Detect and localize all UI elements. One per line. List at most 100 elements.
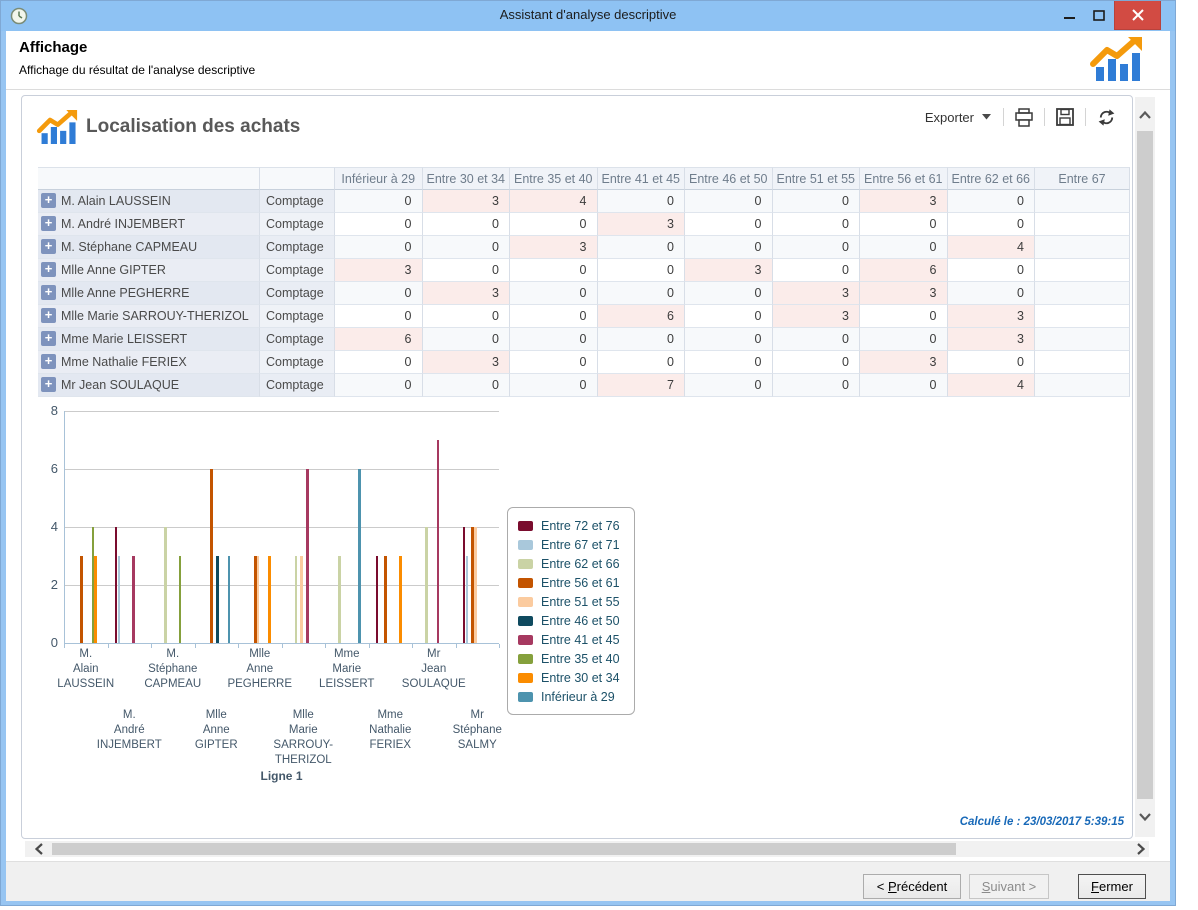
chart-bar [164, 527, 167, 643]
legend-swatch [518, 634, 533, 645]
horizontal-scrollbar[interactable] [25, 841, 1149, 857]
table-row[interactable]: + M. Alain LAUSSEIN Comptage 0 3 4 0 0 0 3 0 [38, 190, 1130, 213]
x-axis-label: M. Stéphane CAPMEAU [144, 648, 202, 690]
print-button[interactable] [1012, 106, 1036, 128]
table-cut-cell [1035, 374, 1130, 397]
previous-button[interactable]: < Précédent [863, 874, 961, 899]
app-icon [10, 7, 28, 25]
y-axis-line [64, 411, 65, 643]
expand-row-button[interactable]: + [41, 238, 56, 254]
table-cut-cell [1035, 236, 1130, 259]
legend-label: Entre 35 et 40 [541, 651, 620, 666]
table-row[interactable]: + Mlle Anne GIPTER Comptage 3 0 0 0 3 0 6 0 [38, 259, 1130, 282]
toolbar-separator [1003, 108, 1004, 126]
table-value-cell: 0 [335, 213, 423, 236]
row-name-cell: + M. Alain LAUSSEIN [38, 190, 260, 213]
column-header: Inférieur à 29 [335, 167, 423, 190]
chart-bar [471, 527, 475, 643]
legend-label: Entre 46 et 50 [541, 613, 620, 628]
table-value-cell: 0 [335, 351, 423, 374]
scroll-down-button[interactable] [1135, 809, 1155, 825]
expand-row-button[interactable]: + [41, 330, 56, 346]
row-measure-cell: Comptage [260, 259, 335, 282]
chart-bar [358, 469, 361, 643]
scroll-up-button[interactable] [1135, 107, 1155, 123]
legend-item: Entre 30 et 34 [518, 668, 620, 687]
close-wizard-button[interactable]: Fermer [1078, 874, 1146, 899]
expand-row-button[interactable]: + [41, 215, 56, 231]
table-value-cell: 6 [335, 328, 423, 351]
table-cut-cell [1035, 190, 1130, 213]
table-value-cell: 0 [685, 328, 773, 351]
table-row[interactable]: + Mme Marie LEISSERT Comptage 6 0 0 0 0 0 0 3 [38, 328, 1130, 351]
maximize-button[interactable] [1084, 1, 1114, 29]
expand-row-button[interactable]: + [41, 261, 56, 277]
column-header: Entre 67 [1035, 167, 1130, 190]
scroll-left-button[interactable] [31, 841, 47, 857]
chevron-left-icon [35, 843, 43, 855]
wizard-footer: < Précédent Suivant > Fermer [6, 861, 1170, 901]
expand-row-button[interactable]: + [41, 192, 56, 208]
row-measure-cell: Comptage [260, 282, 335, 305]
expand-row-button[interactable]: + [41, 376, 56, 392]
chevron-down-icon [1139, 813, 1151, 821]
table-row[interactable]: + M. Stéphane CAPMEAU Comptage 0 0 3 0 0 0 0 4 [38, 236, 1130, 259]
export-button[interactable]: Exporter [921, 108, 995, 127]
x-axis-tick [238, 644, 239, 648]
expand-row-button[interactable]: + [41, 307, 56, 323]
table-value-cell: 3 [772, 305, 860, 328]
scroll-right-button[interactable] [1133, 841, 1149, 857]
legend-label: Inférieur à 29 [541, 689, 615, 704]
table-value-cell: 0 [510, 213, 598, 236]
table-header-row: Inférieur à 29 Entre 30 et 34 Entre 35 et … [38, 167, 1130, 190]
x-axis-label: Mme Nathalie FERIEX [369, 709, 412, 751]
table-value-cell: 3 [422, 351, 510, 374]
horizontal-scroll-thumb[interactable] [52, 843, 956, 855]
expand-row-button[interactable]: + [41, 284, 56, 300]
table-value-cell: 0 [510, 328, 598, 351]
close-button[interactable] [1114, 1, 1161, 30]
table-row[interactable]: + Mme Nathalie FERIEX Comptage 0 3 0 0 0 0 3 0 [38, 351, 1130, 374]
chart-bar [79, 556, 83, 643]
vertical-scroll-thumb[interactable] [1137, 131, 1153, 799]
chart-legend: Entre 72 et 76 Entre 67 et 71 Entre 62 et … [507, 507, 635, 715]
legend-swatch [518, 615, 533, 626]
table-value-cell: 0 [772, 213, 860, 236]
table-row[interactable]: + Mlle Anne PEGHERRE Comptage 0 3 0 0 0 3 3 0 [38, 282, 1130, 305]
expand-row-button[interactable]: + [41, 353, 56, 369]
column-header: Entre 35 et 40 [510, 167, 598, 190]
chart-bar [94, 556, 98, 643]
gridline [64, 469, 499, 470]
x-axis-tick [499, 644, 500, 648]
row-name-cell: + Mme Marie LEISSERT [38, 328, 260, 351]
x-axis-label: Mme Marie LEISSERT [319, 648, 375, 690]
x-axis-tick [194, 644, 196, 648]
table-row[interactable]: + M. André INJEMBERT Comptage 0 0 0 3 0 0 0 0 [38, 213, 1130, 236]
table-value-cell: 3 [422, 282, 510, 305]
x-axis-tick [412, 644, 413, 648]
chart-bar [425, 527, 428, 643]
refresh-button[interactable] [1094, 106, 1118, 128]
table-row[interactable]: + Mr Jean SOULAQUE Comptage 0 0 0 7 0 0 0 4 [38, 374, 1130, 397]
table-value-cell: 0 [685, 351, 773, 374]
y-axis-label: 8 [50, 403, 58, 418]
bar-chart: 0 2 4 6 8 M. Alain LAUSSEIN M. André INJEMBERT M. St… [22, 96, 1132, 838]
chart-bar [132, 556, 135, 643]
row-measure-cell: Comptage [260, 190, 335, 213]
wizard-header: Affichage Affichage du résultat de l'ana… [6, 31, 1170, 90]
y-axis-label: 0 [50, 635, 58, 650]
titlebar[interactable]: Assistant d'analyse descriptive [1, 1, 1175, 31]
vertical-scrollbar[interactable] [1135, 97, 1155, 837]
table-value-cell: 0 [510, 374, 598, 397]
row-name-cell: + Mme Nathalie FERIEX [38, 351, 260, 374]
row-measure-cell: Comptage [260, 328, 335, 351]
minimize-button[interactable] [1054, 1, 1084, 29]
save-button[interactable] [1053, 106, 1077, 128]
chart-bar [178, 556, 182, 643]
row-name-label: M. Stéphane CAPMEAU [61, 240, 198, 254]
table-row[interactable]: + Mlle Marie SARROUY-THERIZOL Comptage 0 0 0 6… [38, 305, 1130, 328]
column-header: Entre 46 et 50 [685, 167, 773, 190]
table-value-cell: 0 [772, 328, 860, 351]
table-value-cell: 0 [860, 374, 948, 397]
chart-bar [300, 556, 303, 643]
